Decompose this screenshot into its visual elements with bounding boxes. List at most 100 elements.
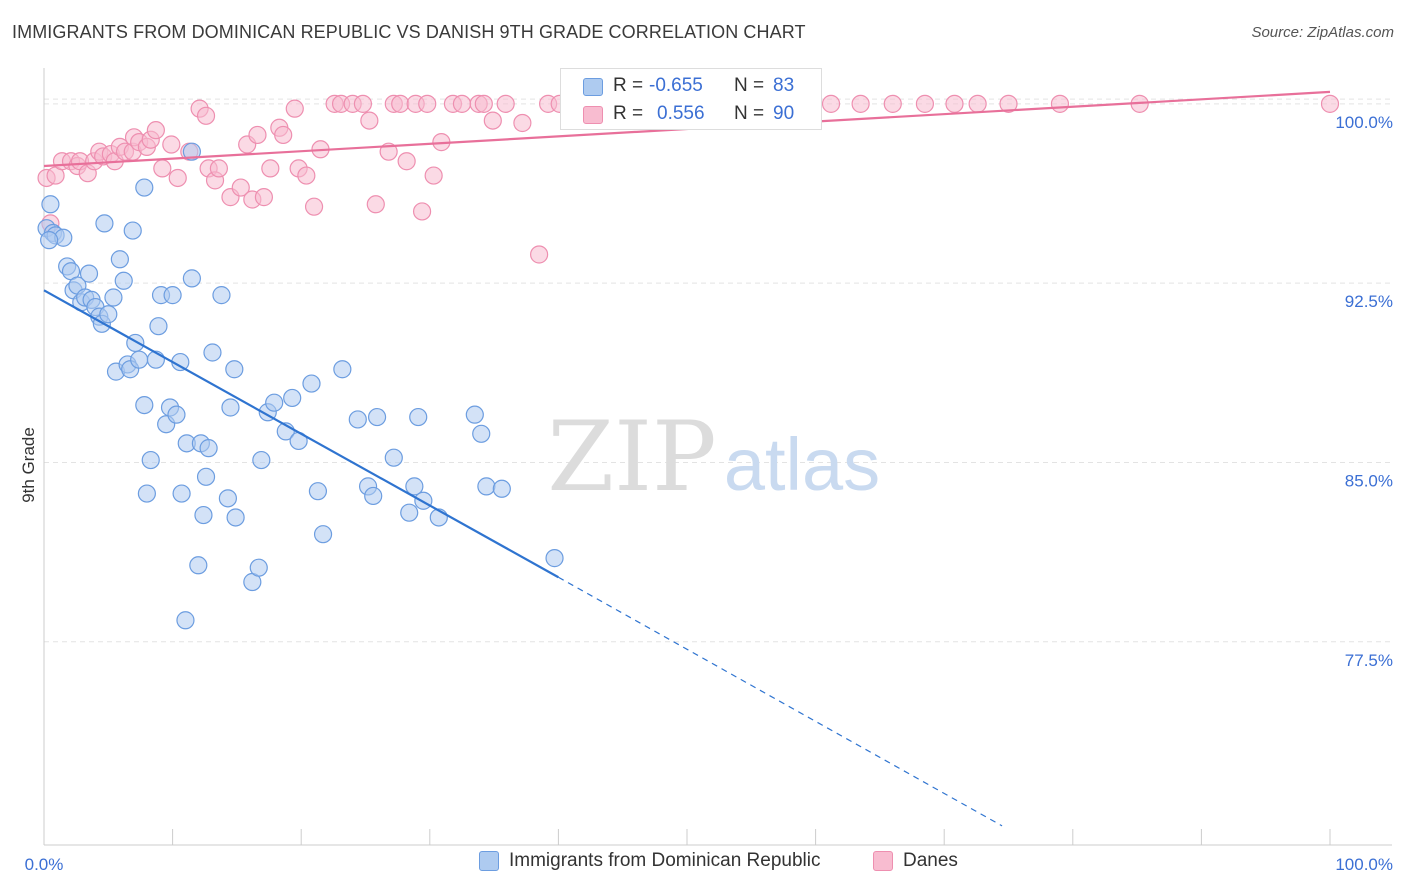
stats-row-danes: R = 0.556 N = 90 [561,101,823,129]
dominican-point [194,505,213,525]
dominican-point [249,558,268,577]
dominican-point [225,360,244,379]
danes-point [999,94,1018,113]
danes-point [248,125,267,145]
stats-n-label: N = [734,75,765,96]
stats-n-value: 83 [773,75,795,96]
dominican-point [135,178,154,197]
danes-point [261,159,280,178]
danes-point [513,113,532,133]
dominican-point [348,410,367,429]
danes-point [254,188,274,207]
dominican-point [110,250,129,269]
y-tick-label: 85.0% [1345,471,1393,490]
dominican-trend-line [43,289,559,579]
dominican-point [313,525,333,544]
bottom-legend: Immigrants from Dominican Republic Danes [0,850,1406,880]
dominican-point [203,343,222,362]
danes-point [821,94,841,113]
dominican-point [384,448,403,467]
chart-title: IMMIGRANTS FROM DOMINICAN REPUBLIC VS DA… [12,22,806,42]
legend-item-danes[interactable]: Danes [873,850,958,872]
dominican-point [252,450,271,470]
dominican-point [218,489,237,508]
legend-swatch-blue [479,851,499,871]
dominican-point [226,508,245,527]
y-tick-label: 77.5% [1345,651,1393,670]
stats-r-label: R = [613,75,644,96]
dominican-point [79,264,99,283]
danes-point [231,178,250,197]
danes-point [146,121,165,140]
stats-r-value: -0.655 [649,75,703,96]
legend-swatch-pink [873,851,893,871]
danes-point [483,111,502,130]
danes-point [915,94,935,113]
dominican-point [176,611,195,630]
legend-item-dominican[interactable]: Immigrants from Dominican Republic [479,850,821,872]
axes [43,68,1392,846]
watermark: ZIP atlas [547,401,880,513]
x-tick-label-max: 100.0% [1335,855,1393,874]
danes-point [412,202,432,221]
dominican-point [104,288,123,307]
dominican-point [283,388,302,408]
danes-point [196,106,216,125]
danes-point [883,94,902,113]
dominican-point [172,484,191,503]
dominican-point [333,360,352,379]
danes-point [418,94,437,113]
danes-point [366,195,385,214]
watermark-atlas: atlas [724,423,880,506]
dominican-point [492,479,511,498]
danes-point [1050,94,1070,113]
dominican-point [400,503,419,522]
stats-legend: R = -0.655 N = 83 R = 0.556 N = 90 [560,68,822,130]
stats-row-dominican: R = -0.655 N = 83 [561,73,823,101]
danes-point [530,245,549,264]
dominican-point [149,317,168,336]
danes-point [360,111,379,130]
dominican-point [199,439,218,458]
dominican-point [302,374,321,393]
dominican-point [545,549,564,568]
dominican-point [472,424,491,443]
dominican-point [405,477,424,496]
source-credit: Source: ZipAtlas.com [1251,24,1394,41]
dominican-trend-extension [558,576,1003,827]
dominican-point [141,450,160,470]
dominican-point [114,271,133,290]
dominican-point [163,286,182,305]
danes-point [304,197,324,216]
dominican-point [308,482,328,501]
y-tick-label: 92.5% [1345,292,1393,311]
dominican-point [477,477,496,496]
danes-point [353,94,373,113]
y-tick-label: 100.0% [1335,113,1393,132]
danes-point [851,94,870,113]
danes-point [945,94,964,113]
stats-n-value: 90 [773,103,795,124]
dominican-point [40,231,59,250]
danes-point [397,152,416,171]
dominican-point [465,405,484,424]
dominican-point [167,405,186,424]
danes-point [968,94,987,113]
stats-r-value: 0.556 [657,103,705,124]
stats-r-label: R = [613,103,644,124]
stats-n-label: N = [734,103,765,124]
danes-point [168,168,187,188]
dominican-point [99,305,118,324]
x-tick-label-min: 0.0% [25,855,64,874]
dominican-point [123,221,142,240]
dominican-point [41,195,60,214]
danes-point [297,166,316,185]
danes-point [209,159,228,178]
legend-label-danes: Danes [903,850,958,871]
dominican-point [221,398,240,417]
dominican-point [135,395,154,415]
danes-point [474,94,493,113]
dominican-point [364,486,383,506]
y-tick-labels: 100.0% 92.5% 85.0% 77.5% [1335,113,1393,670]
